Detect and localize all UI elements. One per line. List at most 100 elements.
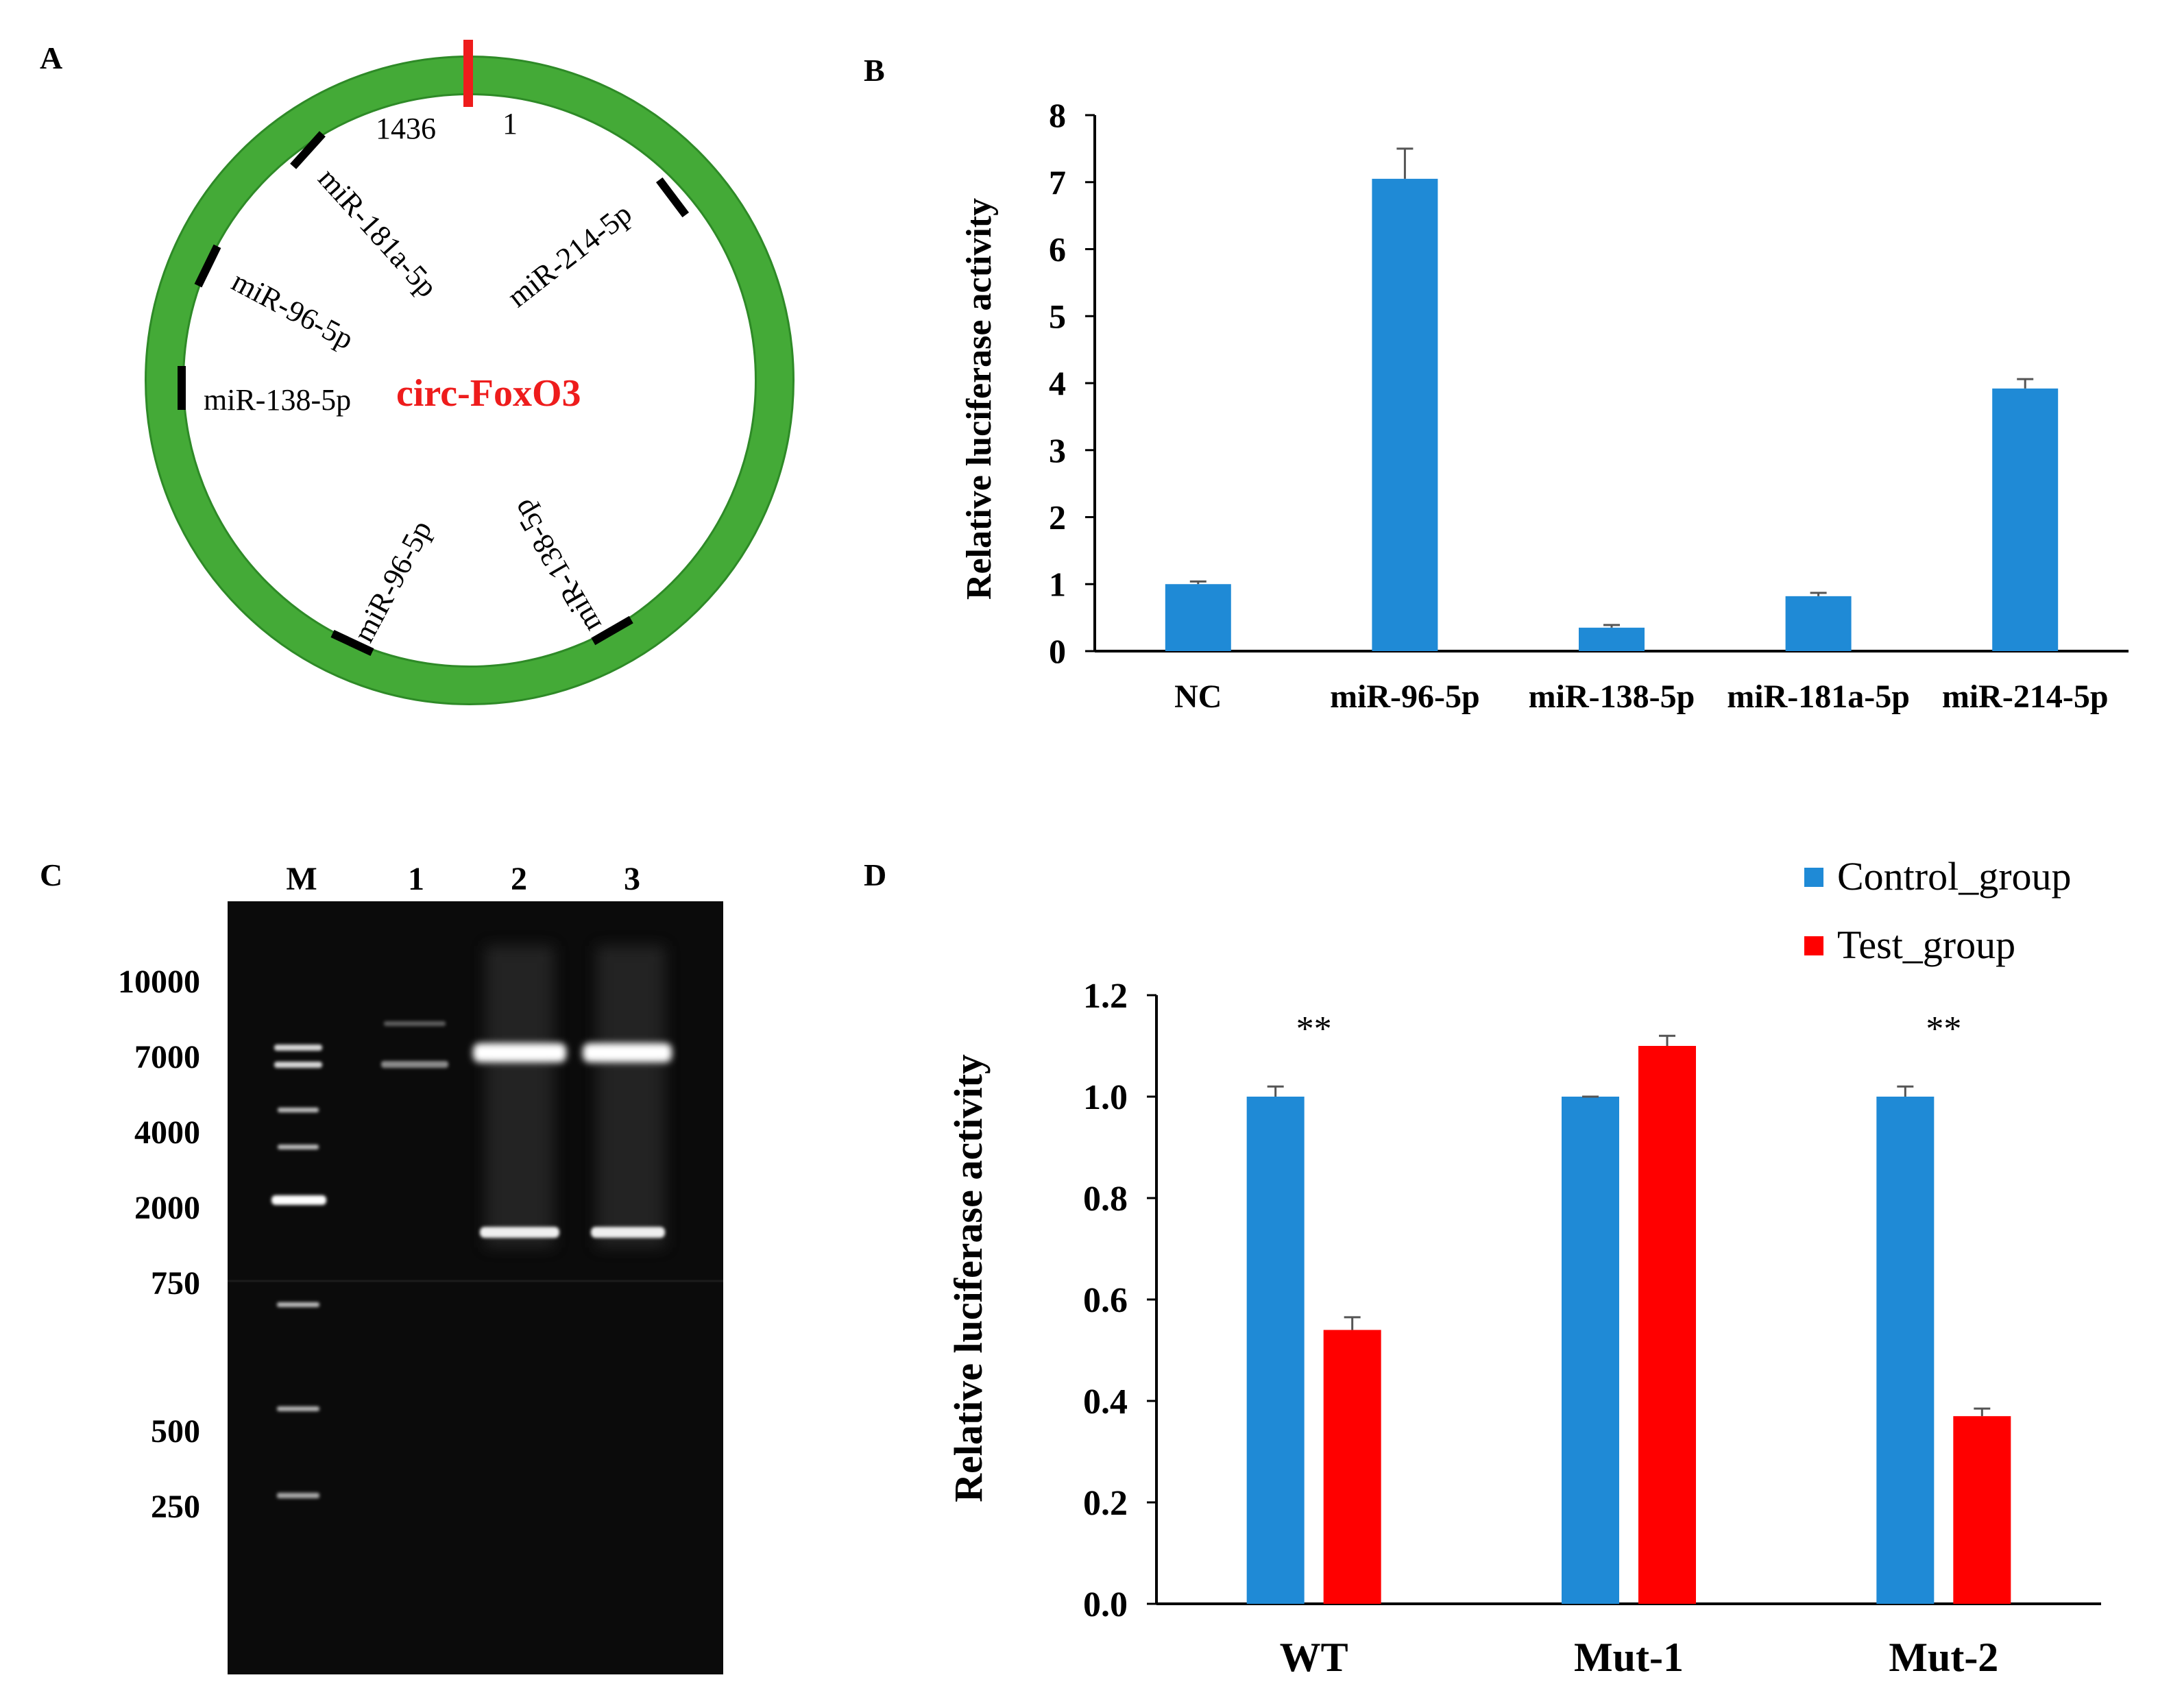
chart-b-ylabel: Relative luciferase activity: [960, 198, 999, 600]
panel-a-letter: A: [40, 40, 62, 75]
legend-label-test: Test_group: [1837, 923, 2015, 967]
error-bar-mir-96-5p: [1396, 147, 1414, 179]
bar-wt-control_group: [1246, 1097, 1305, 1604]
error-bar-wt-control_group: [1267, 1085, 1284, 1097]
chart-d-ylabel: Relative luciferase activity: [946, 1054, 991, 1502]
gel-band: [591, 1227, 665, 1238]
chart-b-y-ticks: 0 1 2 3 4 5 6 7 8: [1049, 96, 1095, 670]
x-tick-label: WT: [1280, 1635, 1348, 1680]
position-start-label: 1: [502, 107, 518, 141]
error-bar-mir-214-5p: [2017, 378, 2034, 389]
panel-a: A 1436 1 circ-FoxO3 miR-181a-5p miR-214-…: [40, 40, 795, 705]
x-tick-label: miR-138-5p: [1529, 679, 1695, 715]
site-mark-mir-181a-5p: [290, 131, 326, 169]
bar-wt-test_group: [1323, 1330, 1381, 1604]
ladder-band: [278, 1108, 319, 1112]
gel-band: [480, 1227, 559, 1238]
x-tick-label: Mut-2: [1889, 1635, 1998, 1680]
y-tick-label: 2: [1049, 498, 1066, 537]
chart-d-legend: Control_group Test_group: [1804, 854, 2072, 967]
marker-label-10000: 10000: [118, 964, 200, 1000]
y-tick-label: 6: [1049, 230, 1066, 269]
error-bar-wt-test_group: [1344, 1316, 1361, 1330]
ladder-band: [274, 1062, 322, 1068]
y-tick-label: 0.4: [1083, 1382, 1128, 1422]
ladder-band: [277, 1493, 319, 1498]
lane-label-m: M: [286, 861, 317, 897]
panel-d-letter: D: [864, 857, 886, 892]
gel-smear: [485, 946, 554, 1247]
legend-swatch-control: [1804, 868, 1823, 887]
error-bar-mut-2-test_group: [1974, 1407, 1991, 1417]
significance-marker: **: [1296, 1010, 1332, 1049]
gel-lane-1: [381, 1021, 448, 1068]
y-tick-label: 1: [1049, 565, 1066, 603]
error-bar-mir-181a-5p: [1810, 591, 1827, 596]
gel-band: [583, 1043, 672, 1062]
bar-mut-1-control_group: [1562, 1097, 1619, 1604]
lane-label-2: 2: [511, 861, 527, 897]
gel-lane-3: [583, 946, 672, 1247]
site-mark-mir-96-5p-lower: [330, 630, 374, 656]
gel-smear: [596, 946, 665, 1247]
lane-label-1: 1: [408, 861, 424, 897]
ladder-band: [278, 1145, 319, 1149]
y-tick-label: 7: [1049, 163, 1066, 202]
ladder-band: [277, 1302, 319, 1307]
marker-label-2000: 2000: [134, 1190, 200, 1226]
legend-label-control: Control_group: [1837, 854, 2072, 899]
y-tick-label: 0: [1049, 632, 1066, 670]
gel-band: [384, 1021, 446, 1026]
x-tick-label: NC: [1174, 679, 1222, 715]
y-tick-label: 0.0: [1083, 1585, 1128, 1624]
gel-lane-m: [271, 1045, 326, 1498]
panel-d: D Control_group Test_group Relative luci…: [864, 854, 2101, 1680]
gel-band: [473, 1043, 566, 1062]
marker-label-7000: 7000: [134, 1039, 200, 1075]
panel-c: C M 1 2 3 10000 7000 4000 2000 750 500 2…: [40, 857, 723, 1674]
site-label-mir-181a-5p: miR-181a-5p: [312, 162, 444, 304]
position-end-label: 1436: [376, 112, 436, 145]
bar-mut-2-test_group: [1953, 1416, 2011, 1604]
panel-b-letter: B: [864, 53, 885, 88]
x-tick-label: miR-96-5p: [1330, 679, 1480, 715]
legend-swatch-test: [1804, 936, 1823, 955]
site-mark-mir-214-5p: [655, 177, 690, 218]
panel-c-letter: C: [40, 857, 62, 892]
x-tick-label: miR-181a-5p: [1727, 679, 1910, 715]
bar-mir-181a-5p: [1785, 596, 1852, 651]
site-label-mir-96-5p-upper: miR-96-5p: [226, 265, 359, 356]
site-mark-mir-96-5p-upper: [194, 244, 221, 288]
lane-label-3: 3: [624, 861, 640, 897]
y-tick-label: 0.8: [1083, 1180, 1128, 1219]
ladder-band: [274, 1045, 322, 1051]
chart-d-y-ticks: 0.0 0.2 0.4 0.6 0.8 1.0 1.2: [1083, 977, 1156, 1624]
marker-label-750: 750: [151, 1265, 200, 1302]
site-label-mir-96-5p-lower: miR-96-5p: [347, 515, 439, 648]
error-bar-mut-1-test_group: [1659, 1034, 1675, 1046]
ladder-band: [271, 1195, 326, 1205]
panel-b: B Relative luciferase activity 0 1 2 3 4 5 6 7 8…: [864, 53, 2129, 715]
error-bar-mir-138-5p: [1603, 624, 1620, 628]
gel-lane-2: [473, 946, 566, 1247]
x-tick-label: Mut-1: [1574, 1635, 1684, 1680]
bar-mut-2-control_group: [1876, 1097, 1935, 1604]
error-bar-mut-2-control_group: [1897, 1085, 1914, 1097]
y-tick-label: 4: [1049, 364, 1066, 402]
bar-mir-96-5p: [1372, 178, 1438, 651]
bar-mut-1-test_group: [1638, 1046, 1696, 1604]
y-tick-label: 5: [1049, 297, 1066, 335]
chart-b-bars: NC miR-96-5p miR-138-5p miR-181a-5p miR-214-…: [1165, 147, 2109, 715]
ladder-band: [277, 1406, 319, 1411]
marker-label-250: 250: [151, 1489, 200, 1525]
error-bar-nc: [1189, 580, 1207, 585]
site-label-mir-138-5p-lower: miR-138-5p: [505, 494, 608, 639]
marker-label-500: 500: [151, 1413, 200, 1450]
chart-d-bars: WT ** Mut-1 Mut-2 **: [1246, 1010, 2011, 1680]
x-tick-label: miR-214-5p: [1942, 679, 2109, 715]
bar-mir-214-5p: [1992, 388, 2059, 651]
marker-label-4000: 4000: [134, 1114, 200, 1151]
site-mark-mir-138-5p-lower: [591, 615, 633, 646]
y-tick-label: 0.6: [1083, 1281, 1128, 1320]
